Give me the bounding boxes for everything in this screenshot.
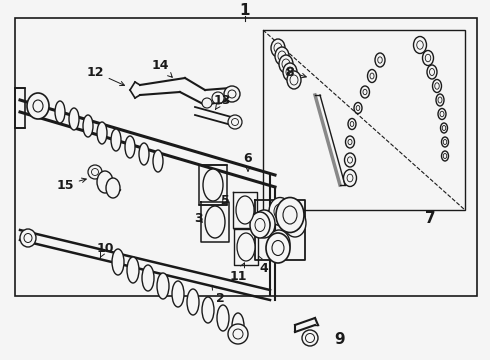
Text: 11: 11 [229, 263, 247, 283]
Ellipse shape [97, 122, 107, 144]
Ellipse shape [375, 53, 385, 67]
Ellipse shape [217, 305, 229, 331]
Text: 6: 6 [244, 152, 252, 171]
Ellipse shape [187, 289, 199, 315]
Ellipse shape [106, 178, 120, 198]
Circle shape [88, 165, 102, 179]
Ellipse shape [250, 212, 270, 238]
Circle shape [212, 92, 224, 104]
Ellipse shape [436, 94, 444, 106]
Ellipse shape [441, 123, 447, 133]
Ellipse shape [253, 210, 275, 238]
Ellipse shape [414, 36, 426, 54]
Ellipse shape [269, 198, 291, 225]
Polygon shape [234, 229, 258, 265]
Polygon shape [255, 200, 305, 260]
Ellipse shape [266, 233, 290, 263]
Ellipse shape [441, 151, 448, 161]
Ellipse shape [202, 297, 214, 323]
Polygon shape [233, 192, 257, 228]
Ellipse shape [205, 206, 225, 238]
Ellipse shape [361, 86, 369, 98]
Polygon shape [199, 165, 227, 205]
Text: 9: 9 [335, 333, 345, 347]
Ellipse shape [279, 55, 293, 73]
Ellipse shape [283, 63, 297, 81]
Text: 7: 7 [425, 211, 435, 225]
Ellipse shape [348, 118, 356, 130]
Ellipse shape [125, 136, 135, 158]
Text: 14: 14 [151, 59, 172, 77]
Bar [15, 18, 477, 296]
Text: 5: 5 [220, 194, 229, 207]
Text: 2: 2 [212, 285, 224, 305]
Text: 1: 1 [240, 3, 250, 18]
Ellipse shape [232, 313, 244, 339]
Circle shape [224, 86, 240, 102]
Ellipse shape [343, 170, 357, 186]
Ellipse shape [284, 209, 306, 237]
Ellipse shape [97, 171, 113, 193]
Text: 4: 4 [258, 256, 269, 274]
Ellipse shape [157, 273, 169, 299]
Ellipse shape [344, 153, 356, 167]
Polygon shape [15, 88, 25, 128]
Ellipse shape [438, 108, 446, 120]
Ellipse shape [236, 196, 254, 224]
Ellipse shape [139, 143, 149, 165]
Ellipse shape [345, 136, 354, 148]
Ellipse shape [111, 129, 121, 151]
Ellipse shape [427, 65, 437, 79]
Ellipse shape [237, 233, 255, 261]
Ellipse shape [203, 169, 223, 201]
Ellipse shape [69, 108, 79, 130]
Ellipse shape [27, 93, 49, 119]
Ellipse shape [268, 230, 290, 258]
Text: 15: 15 [56, 178, 86, 192]
Ellipse shape [422, 50, 434, 66]
Ellipse shape [368, 69, 376, 82]
Circle shape [202, 98, 212, 108]
Circle shape [228, 324, 248, 344]
Ellipse shape [271, 39, 285, 57]
Ellipse shape [153, 150, 163, 172]
Circle shape [228, 115, 242, 129]
Ellipse shape [112, 249, 124, 275]
Ellipse shape [55, 101, 65, 123]
Ellipse shape [142, 265, 154, 291]
Circle shape [302, 330, 318, 346]
Bar [263, 30, 465, 210]
Ellipse shape [83, 115, 93, 137]
Ellipse shape [275, 47, 289, 65]
Polygon shape [201, 202, 229, 242]
Ellipse shape [276, 198, 304, 233]
Text: 8: 8 [286, 66, 306, 78]
Ellipse shape [287, 71, 301, 89]
Ellipse shape [172, 281, 184, 307]
Ellipse shape [20, 229, 36, 247]
Text: 3: 3 [194, 212, 202, 225]
Text: 12: 12 [86, 66, 124, 86]
Ellipse shape [433, 80, 441, 93]
Ellipse shape [127, 257, 139, 283]
Text: 10: 10 [96, 242, 114, 257]
Text: 13: 13 [213, 94, 231, 109]
Ellipse shape [441, 137, 448, 147]
Ellipse shape [354, 103, 362, 113]
